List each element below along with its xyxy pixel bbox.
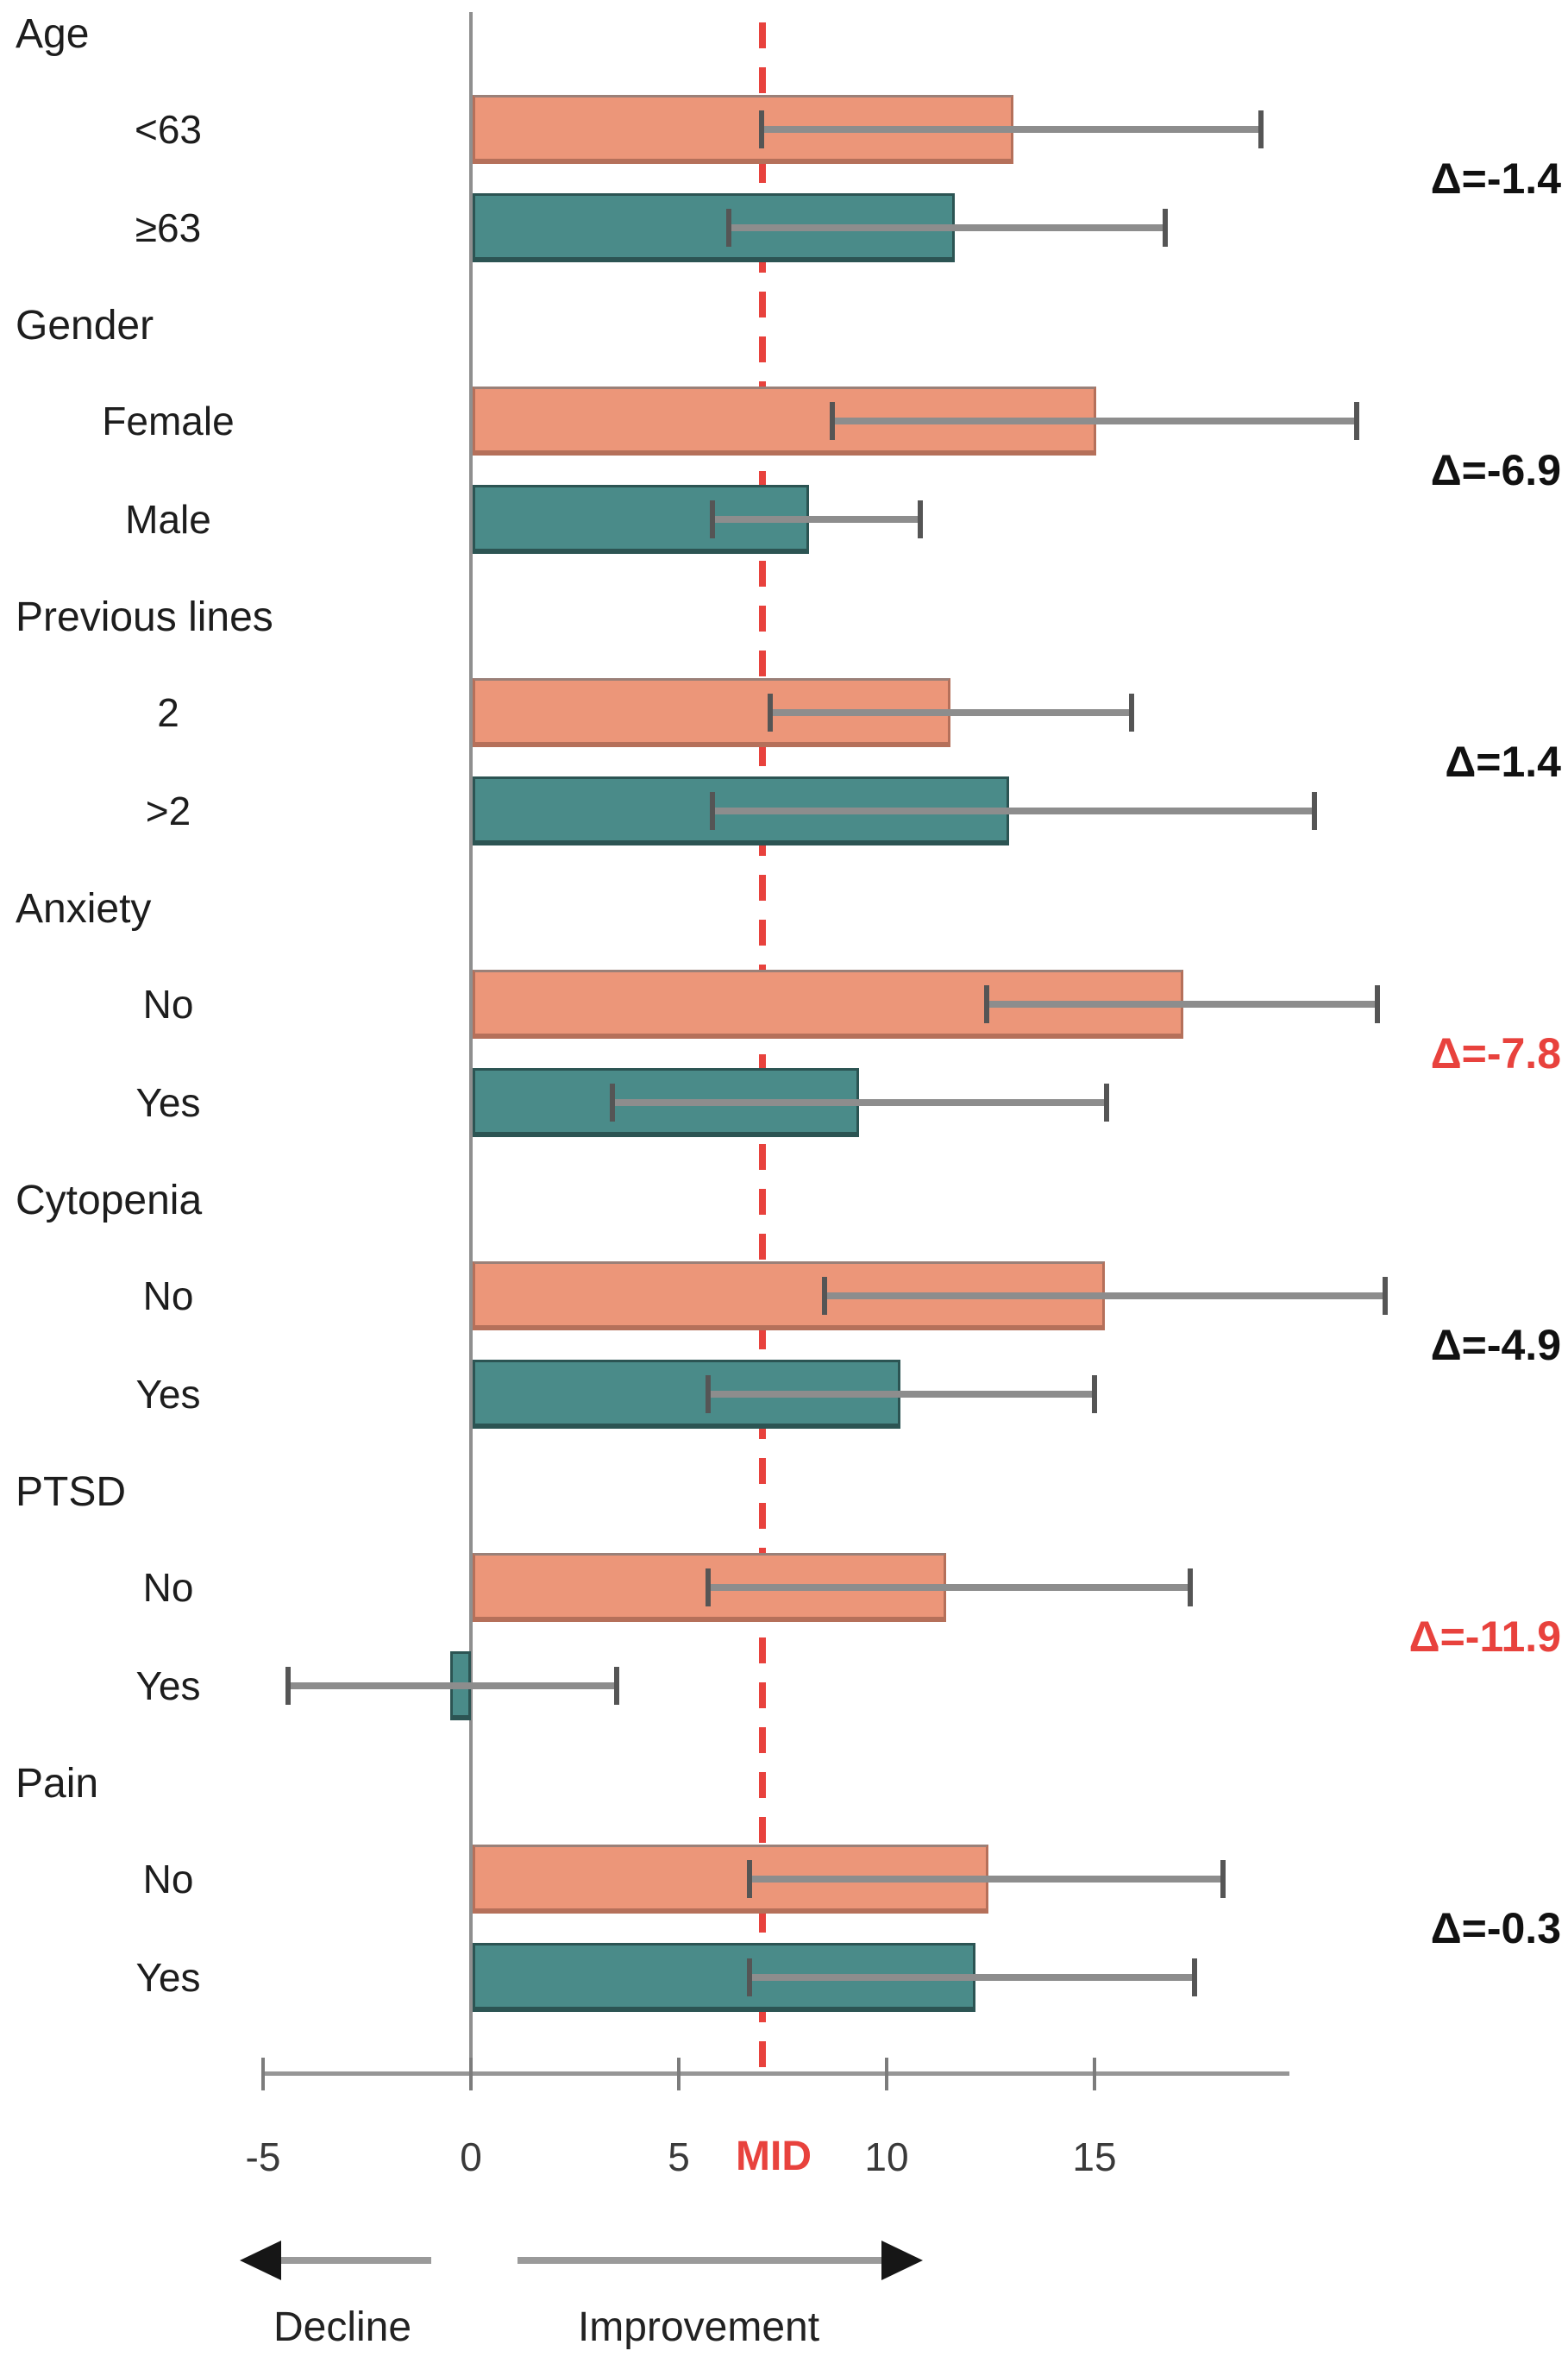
error-bar-line [712,808,1315,814]
error-bar-line [749,1876,1224,1883]
group-label-anxiety: Anxiety [16,886,152,932]
error-bar-cap-low [285,1667,291,1705]
error-bar-cap-high [1353,402,1359,440]
row-label: Yes [135,1663,201,1708]
row-label: Female [102,399,235,443]
delta-label: Δ=-7.8 [1430,1029,1561,1078]
error-bar-line [612,1099,1107,1106]
row-label: No [142,982,194,1027]
x-tick [677,2057,681,2090]
error-bar-cap-low [746,1860,752,1898]
error-bar-cap-low [759,110,765,148]
row-label: Yes [135,1955,201,2000]
error-bar-line [707,1391,1094,1398]
y-axis-line [469,12,473,2074]
error-bar-line [707,1584,1190,1591]
error-bar-cap-high [1374,985,1380,1023]
x-tick [885,2057,888,2090]
x-tick-label: 0 [460,2134,482,2179]
error-bar-cap-low [609,1084,615,1122]
error-bar-cap-low [768,694,774,732]
group-label-gender: Gender [16,303,154,349]
error-bar-cap-high [1092,1375,1097,1413]
row-label: Yes [135,1080,201,1125]
x-tick [1093,2057,1096,2090]
error-bar-cap-high [613,1667,619,1705]
error-bar-line [749,1974,1195,1981]
error-bar-cap-high [1258,110,1264,148]
group-label-age: Age [16,11,90,57]
error-bar-cap-high [1191,1958,1197,1996]
row-label: >2 [145,789,191,833]
delta-label: Δ=-1.4 [1430,154,1561,203]
row-label: 2 [157,690,179,735]
x-tick-label: 15 [1072,2134,1117,2179]
row-label: <63 [134,107,203,152]
error-bar-cap-low [983,985,989,1023]
delta-label: Δ=-4.9 [1430,1321,1561,1369]
group-label-ptsd: PTSD [16,1469,127,1515]
error-bar-cap-low [705,1568,711,1606]
delta-label: Δ=-6.9 [1430,446,1561,494]
group-label-previous-lines: Previous lines [16,594,273,640]
error-bar-line [770,709,1132,716]
x-tick-label: -5 [245,2134,281,2179]
decline-label: Decline [273,2304,412,2350]
error-bar-cap-low [709,500,715,538]
improvement-arrow-head-icon [881,2241,923,2280]
error-bar-line [712,516,920,523]
error-bar-line [728,224,1165,231]
row-label: No [142,1273,194,1318]
group-label-pain: Pain [16,1761,99,1807]
row-label: ≥63 [135,205,202,250]
error-bar-cap-high [1220,1860,1226,1898]
error-bar-line [986,1001,1377,1008]
mid-reference-line [759,22,766,2071]
row-label: Male [125,497,211,542]
error-bar-line [287,1682,617,1689]
error-bar-cap-low [830,402,836,440]
error-bar-cap-high [1129,694,1135,732]
improvement-label: Improvement [577,2304,820,2350]
error-bar-cap-high [1162,209,1168,247]
error-bar-cap-high [1104,1084,1110,1122]
error-bar-cap-high [1187,1568,1193,1606]
bar-pain-no [473,1845,988,1914]
row-label: No [142,1857,194,1901]
error-bar-cap-high [1383,1277,1389,1315]
delta-label: Δ=-11.9 [1408,1612,1561,1661]
error-bar-line [824,1292,1386,1299]
x-tick-label: 10 [864,2134,909,2179]
delta-label: Δ=1.4 [1445,738,1561,786]
group-label-cytopenia: Cytopenia [16,1178,203,1223]
x-tick-label: 5 [668,2134,690,2179]
error-bar-cap-high [1312,792,1318,830]
row-label: Yes [135,1372,201,1417]
error-bar-cap-low [821,1277,827,1315]
row-label: No [142,1565,194,1610]
error-bar-cap-low [709,792,715,830]
error-bar-cap-low [725,209,731,247]
delta-label: Δ=-0.3 [1430,1904,1561,1952]
decline-arrow-head-icon [240,2241,281,2280]
error-bar-cap-low [746,1958,752,1996]
x-tick [469,2057,473,2090]
improvement-arrow-shaft [517,2257,883,2264]
error-bar-line [762,126,1261,133]
mid-axis-label: MID [736,2134,812,2179]
error-bar-line [832,418,1357,424]
decline-arrow-shaft [278,2257,431,2264]
error-bar-cap-low [705,1375,711,1413]
error-bar-cap-high [917,500,923,538]
x-tick [261,2057,265,2090]
x-axis-line [263,2071,1289,2076]
